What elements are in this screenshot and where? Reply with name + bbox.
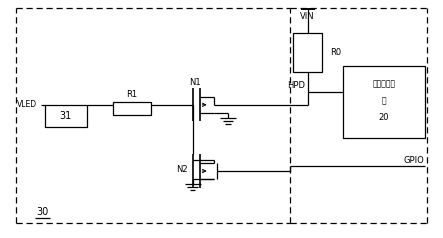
Bar bbox=[343, 66, 425, 138]
Text: N1: N1 bbox=[189, 78, 201, 87]
Text: 30: 30 bbox=[36, 208, 49, 218]
Text: R1: R1 bbox=[127, 90, 138, 99]
Text: VLED: VLED bbox=[17, 100, 37, 109]
Text: N2: N2 bbox=[176, 165, 187, 174]
Text: GPIO: GPIO bbox=[404, 156, 425, 165]
Bar bbox=[113, 102, 151, 115]
Text: 时序控制单: 时序控制单 bbox=[372, 79, 395, 88]
Text: 20: 20 bbox=[378, 113, 389, 122]
Text: R0: R0 bbox=[330, 48, 341, 57]
Text: 31: 31 bbox=[60, 111, 72, 121]
Bar bbox=[293, 33, 322, 72]
Text: VIN: VIN bbox=[300, 12, 315, 20]
Text: HPD: HPD bbox=[288, 81, 305, 90]
Bar bbox=[45, 105, 87, 127]
Text: 元: 元 bbox=[381, 96, 386, 105]
